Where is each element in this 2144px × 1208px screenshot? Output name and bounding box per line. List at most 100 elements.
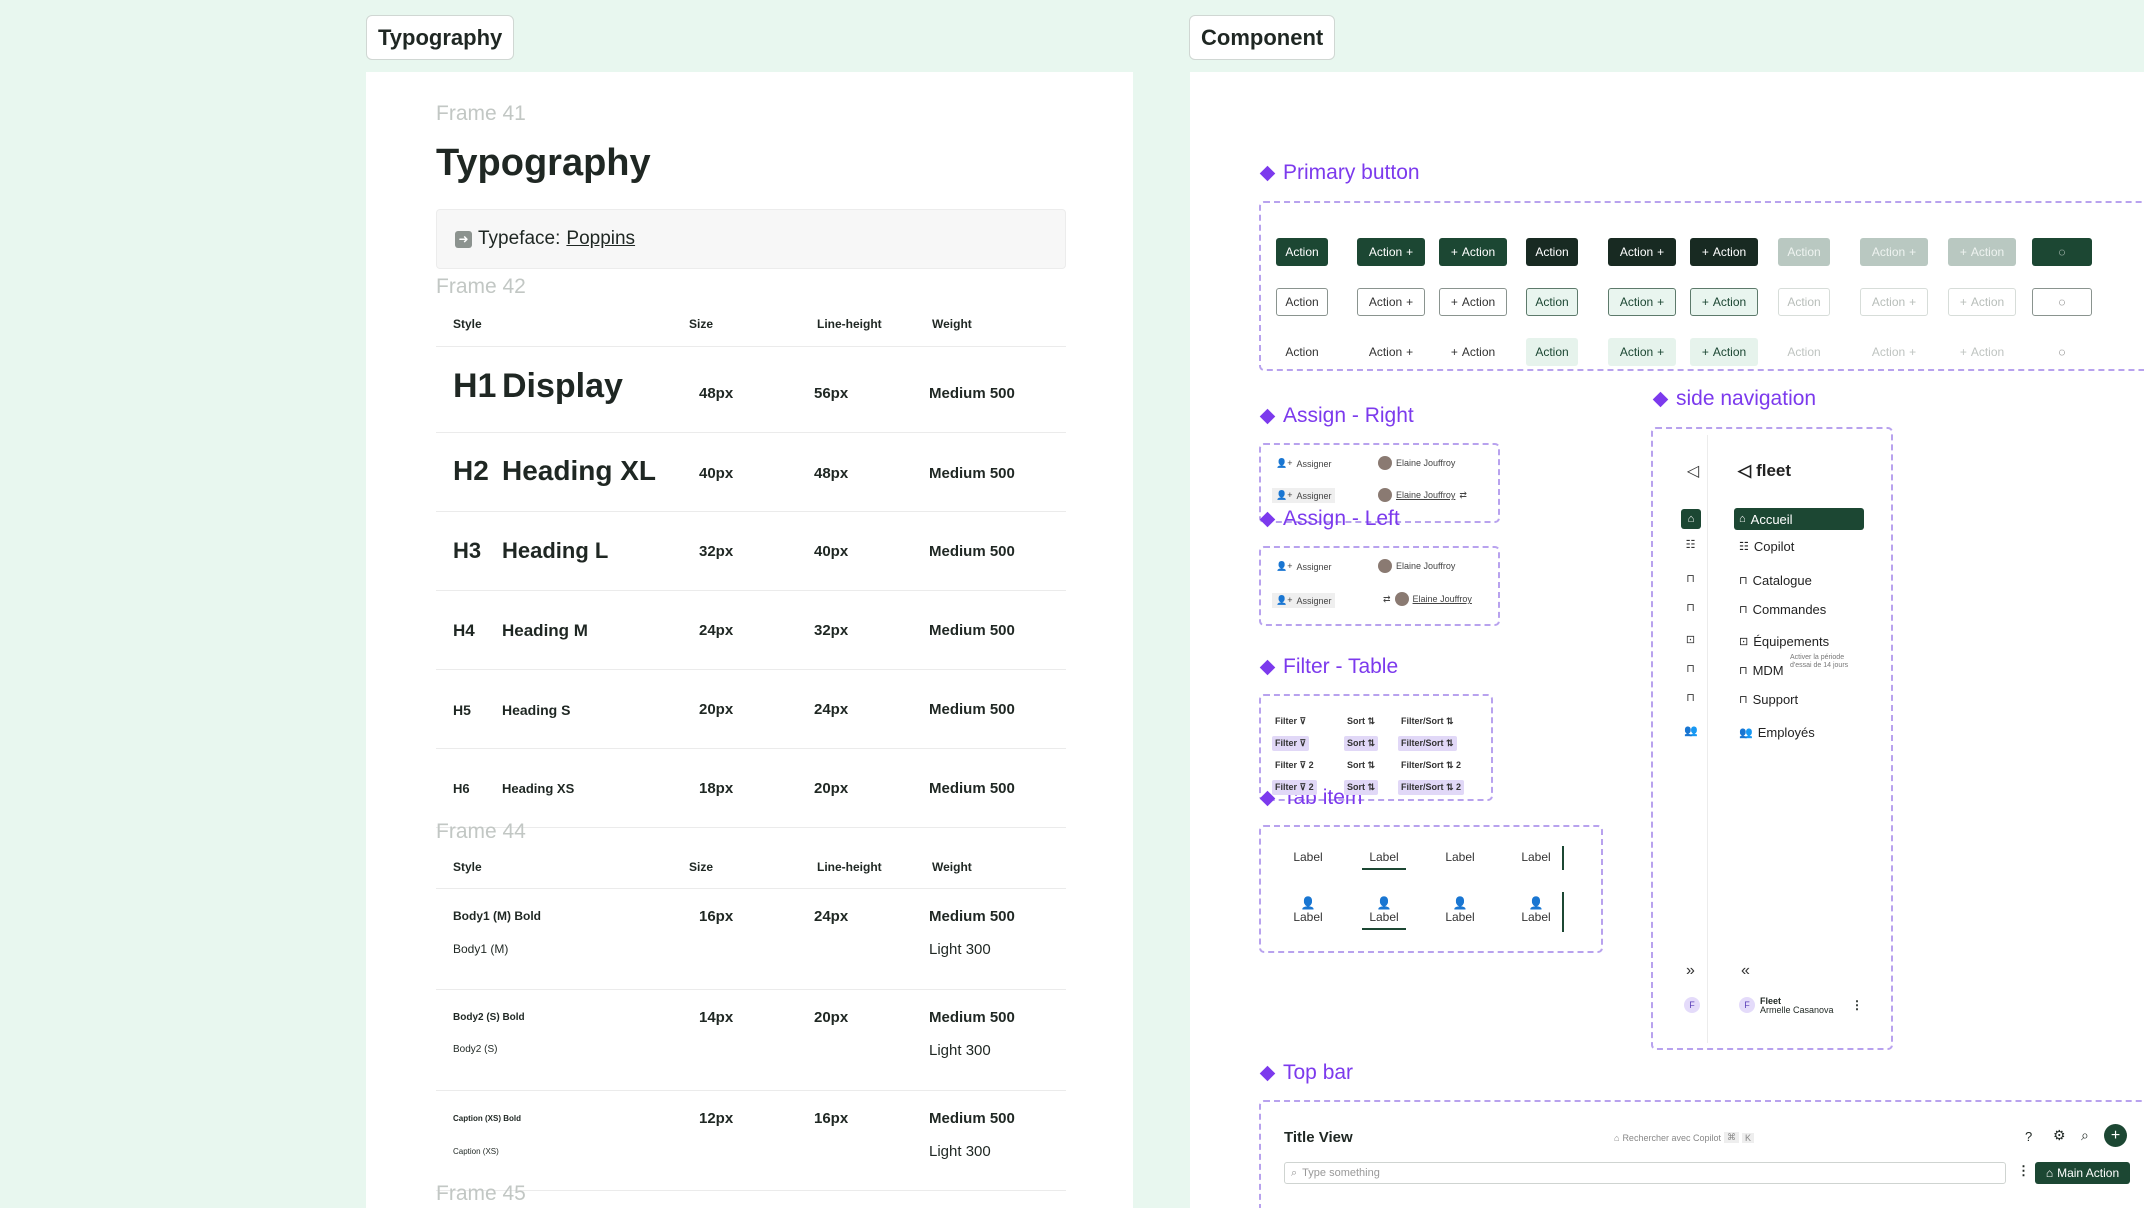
- tab-item[interactable]: Label: [1514, 850, 1558, 868]
- assignee-item[interactable]: Elaine Jouffroy: [1378, 456, 1455, 470]
- devices-icon[interactable]: ⊡: [1685, 634, 1696, 646]
- bag-icon[interactable]: ⊓: [1686, 573, 1695, 585]
- filter-chip[interactable]: Filter/Sort ⇅: [1398, 714, 1457, 729]
- fleet-logo-icon[interactable]: ◁: [1686, 463, 1700, 480]
- action-button[interactable]: Action: [1778, 288, 1830, 316]
- assigner-item[interactable]: 👤+ Assigner: [1276, 561, 1332, 572]
- action-button[interactable]: Action +: [1860, 338, 1928, 366]
- filter-chip[interactable]: Filter/Sort ⇅: [1398, 736, 1457, 751]
- action-button[interactable]: ◌: [2032, 238, 2092, 266]
- action-button[interactable]: + Action: [1439, 288, 1507, 316]
- filter-chip[interactable]: Filter ⊽: [1272, 736, 1310, 751]
- nav-item[interactable]: 👥 Employés: [1734, 721, 1864, 743]
- expand-icon[interactable]: »: [1686, 962, 1695, 979]
- bag-icon[interactable]: ⊓: [1686, 602, 1695, 614]
- add-button[interactable]: +: [2104, 1124, 2127, 1147]
- action-button[interactable]: Action +: [1608, 288, 1676, 316]
- action-button[interactable]: Action: [1526, 338, 1578, 366]
- filter-chip[interactable]: Filter ⊽ 2: [1272, 758, 1317, 773]
- row-weight-2: Light 300: [929, 941, 991, 958]
- filter-chip[interactable]: Filter/Sort ⇅ 2: [1398, 780, 1465, 795]
- assignee-item-hover[interactable]: ⇄ Elaine Jouffroy: [1383, 592, 1472, 606]
- assigner-item[interactable]: 👤+ Assigner: [1276, 458, 1332, 469]
- typography-frame-badge[interactable]: Typography: [366, 15, 515, 60]
- more-vertical-icon[interactable]: ⋮: [2017, 1163, 2030, 1178]
- nav-item[interactable]: ⊓ MDM: [1734, 659, 1864, 681]
- action-button[interactable]: Action: [1276, 338, 1328, 366]
- more-vertical-icon[interactable]: ⋮: [1851, 998, 1863, 1012]
- action-button[interactable]: Action: [1276, 288, 1328, 316]
- filter-chip[interactable]: Sort ⇅: [1344, 714, 1378, 729]
- action-button[interactable]: + Action: [1439, 338, 1507, 366]
- users-icon[interactable]: 👥: [1684, 725, 1698, 737]
- action-button[interactable]: ◌: [2032, 288, 2092, 316]
- filter-chip[interactable]: Filter/Sort ⇅ 2: [1398, 758, 1464, 773]
- nav-item-label: Équipements: [1753, 633, 1830, 649]
- filter-chip[interactable]: Sort ⇅: [1344, 736, 1379, 751]
- action-button[interactable]: Action +: [1357, 238, 1425, 266]
- action-button[interactable]: + Action: [1439, 238, 1507, 266]
- sort-icon: ⇅: [1365, 782, 1376, 792]
- typeface-link[interactable]: Poppins: [566, 228, 636, 249]
- tab-item-with-icon[interactable]: 👤 Label: [1514, 896, 1558, 928]
- plus-icon: +: [1909, 295, 1917, 309]
- user-info[interactable]: Fleet Armelle Casanova: [1760, 996, 1834, 1015]
- component-frame-badge[interactable]: Component: [1189, 15, 1336, 60]
- action-button[interactable]: Action +: [1608, 238, 1676, 266]
- action-button[interactable]: Action: [1778, 238, 1830, 266]
- gear-icon[interactable]: ⚙: [2053, 1127, 2066, 1143]
- copilot-icon[interactable]: ☷: [1685, 539, 1696, 551]
- nav-item[interactable]: ⊓ Catalogue: [1734, 569, 1864, 591]
- mdm-icon[interactable]: ⊓: [1686, 663, 1695, 675]
- action-button[interactable]: + Action: [1948, 238, 2016, 266]
- filter-chip[interactable]: Sort ⇅: [1344, 758, 1378, 773]
- support-icon[interactable]: ⊓: [1686, 692, 1695, 704]
- assigner-item-hover[interactable]: 👤+ Assigner: [1272, 593, 1336, 608]
- action-button[interactable]: Action: [1526, 288, 1578, 316]
- col-size: Size: [689, 317, 714, 331]
- home-icon[interactable]: ⌂: [1681, 509, 1701, 529]
- tab-item-with-icon[interactable]: 👤 Label: [1362, 896, 1406, 930]
- action-button[interactable]: Action +: [1860, 238, 1928, 266]
- help-icon[interactable]: ?: [2025, 1129, 2033, 1144]
- collapse-icon[interactable]: «: [1741, 962, 1750, 979]
- action-button[interactable]: Action +: [1357, 288, 1425, 316]
- brand[interactable]: ◁ fleet: [1738, 461, 1792, 480]
- nav-item[interactable]: ⌂ Accueil: [1734, 508, 1864, 530]
- tab-item[interactable]: Label: [1438, 850, 1482, 868]
- action-button[interactable]: + Action: [1690, 338, 1758, 366]
- nav-item[interactable]: ⊓ Commandes: [1734, 598, 1864, 620]
- action-button[interactable]: + Action: [1690, 288, 1758, 316]
- filter-chip[interactable]: Filter ⊽: [1272, 714, 1309, 729]
- nav-item[interactable]: ⊡ Équipements: [1734, 630, 1864, 652]
- action-button[interactable]: Action +: [1608, 338, 1676, 366]
- action-button[interactable]: + Action: [1948, 338, 2016, 366]
- action-button[interactable]: Action +: [1860, 288, 1928, 316]
- tab-item[interactable]: Label: [1362, 850, 1406, 870]
- arrow-right-icon: ➜: [455, 230, 472, 248]
- assigner-item-hover[interactable]: 👤+ Assigner: [1272, 488, 1336, 503]
- row-weight-2: Light 300: [929, 1042, 991, 1059]
- filter-chip[interactable]: Sort ⇅: [1344, 780, 1379, 795]
- user-avatar-small[interactable]: F: [1684, 997, 1700, 1013]
- tab-item[interactable]: Label: [1286, 850, 1330, 868]
- action-button[interactable]: Action: [1778, 338, 1830, 366]
- nav-item[interactable]: ⊓ Support: [1734, 688, 1864, 710]
- action-button[interactable]: + Action: [1948, 288, 2016, 316]
- action-button[interactable]: Action +: [1357, 338, 1425, 366]
- assignee-item-hover[interactable]: Elaine Jouffroy ⇄: [1378, 488, 1467, 502]
- action-button[interactable]: Action: [1276, 238, 1328, 266]
- action-button[interactable]: ◌: [2032, 338, 2092, 366]
- action-button[interactable]: + Action: [1690, 238, 1758, 266]
- assignee-item[interactable]: Elaine Jouffroy: [1378, 559, 1455, 573]
- main-action-button[interactable]: ⌂ Main Action: [2035, 1162, 2130, 1184]
- search-field[interactable]: ⌕ Type something: [1284, 1162, 2006, 1184]
- tab-item-with-icon[interactable]: 👤 Label: [1286, 896, 1330, 928]
- tab-item-with-icon[interactable]: 👤 Label: [1438, 896, 1482, 928]
- nav-item[interactable]: ☷ Copilot: [1734, 535, 1864, 557]
- copilot-search[interactable]: ⌂ Rechercher avec Copilot ⌘ K: [1614, 1132, 1755, 1143]
- search-icon[interactable]: ⌕: [2081, 1127, 2089, 1143]
- action-button[interactable]: Action: [1526, 238, 1578, 266]
- spinner-icon: ◌: [2058, 345, 2066, 359]
- filter-chip[interactable]: Filter ⊽ 2: [1272, 780, 1317, 795]
